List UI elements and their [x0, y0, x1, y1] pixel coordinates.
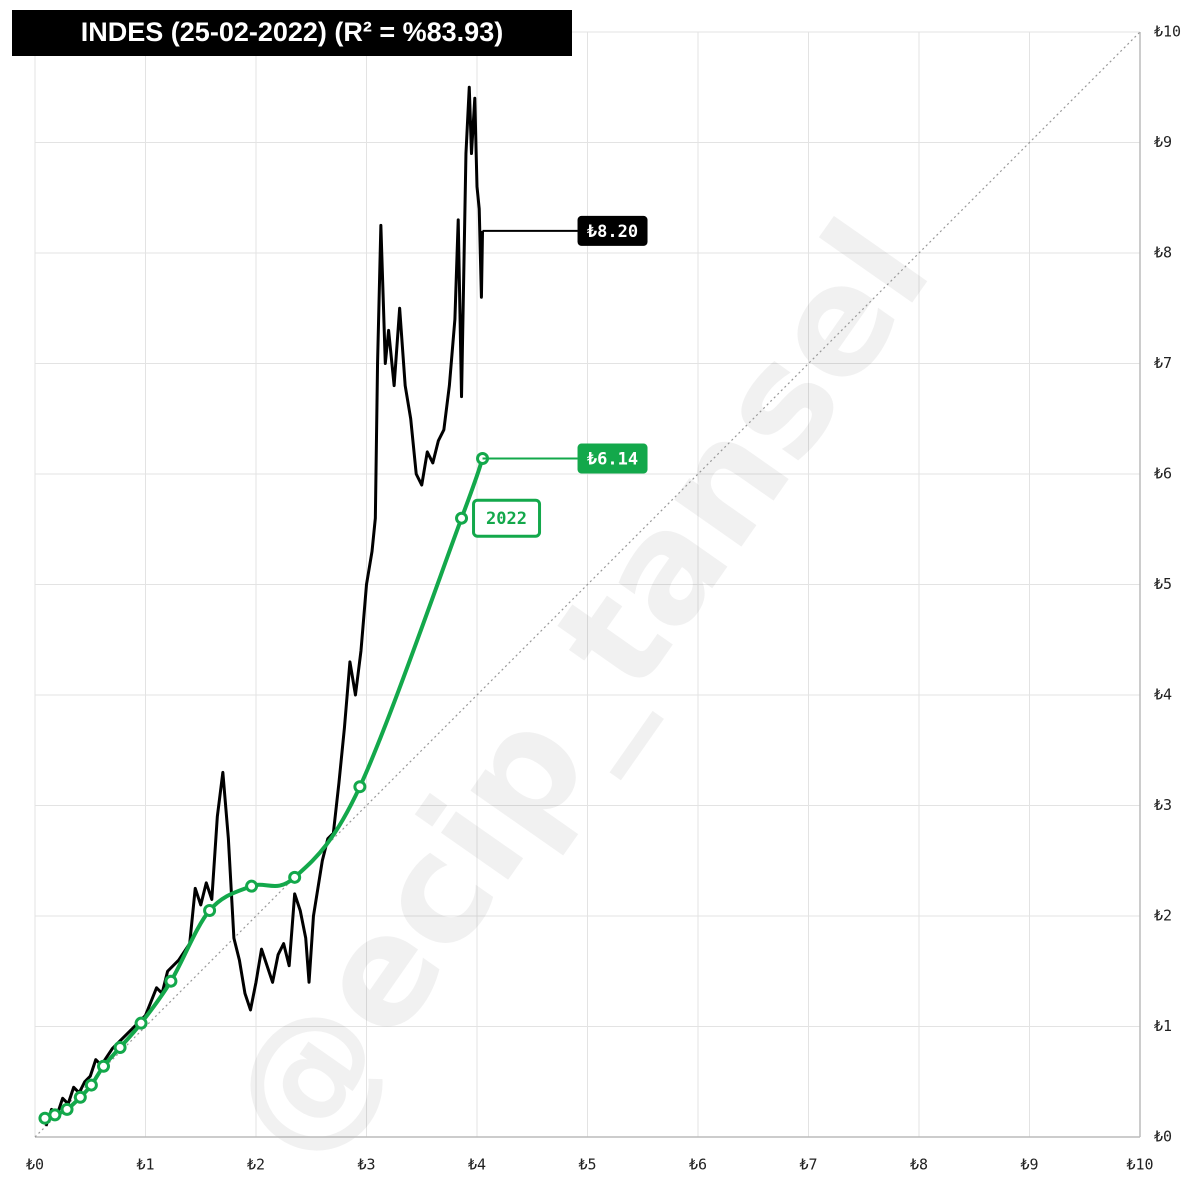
annotation-box	[577, 215, 648, 246]
point-marker	[134, 1016, 148, 1030]
point-marker	[245, 879, 259, 893]
point-marker	[455, 511, 469, 525]
x-tick-label: ₺0	[26, 1156, 44, 1174]
annotation-box	[472, 498, 542, 538]
x-tick-label: ₺3	[357, 1156, 375, 1174]
y-tick-label: ₺9	[1154, 133, 1172, 151]
y-tick-label: ₺1	[1154, 1017, 1172, 1035]
x-tick-label: ₺2	[247, 1156, 265, 1174]
point-marker	[84, 1078, 98, 1092]
point-marker	[73, 1090, 87, 1104]
x-tick-label: ₺8	[910, 1156, 928, 1174]
x-tick-label: ₺7	[799, 1156, 817, 1174]
annotation-label: ₺6.14	[587, 450, 638, 470]
x-tick-label: ₺5	[578, 1156, 596, 1174]
chart-title: INDES (25-02-2022) (R² = %83.93)	[81, 17, 503, 47]
x-tick-label: ₺9	[1020, 1156, 1038, 1174]
point-marker	[113, 1040, 127, 1054]
x-tick-label: ₺10	[1126, 1156, 1153, 1174]
point-marker	[288, 870, 302, 884]
y-tick-label: ₺5	[1154, 575, 1172, 593]
y-tick-label: ₺10	[1154, 23, 1181, 41]
point-marker	[353, 780, 367, 794]
point-marker	[164, 974, 178, 988]
point-marker	[203, 903, 217, 917]
watermark: @ecip_tansel	[192, 192, 964, 1190]
annotation-box	[577, 443, 648, 474]
series-line	[44, 457, 485, 1121]
reference-diagonal	[34, 31, 1141, 1138]
x-tick-label: ₺1	[136, 1156, 154, 1174]
point-marker	[48, 1108, 62, 1122]
y-tick-label: ₺2	[1154, 907, 1172, 925]
x-tick-label: ₺6	[689, 1156, 707, 1174]
y-tick-label: ₺4	[1154, 686, 1172, 704]
y-tick-label: ₺8	[1154, 244, 1172, 262]
title-box	[12, 10, 572, 56]
y-tick-label: ₺0	[1154, 1128, 1172, 1146]
y-tick-label: ₺6	[1154, 465, 1172, 483]
x-tick-label: ₺4	[468, 1156, 486, 1174]
point-marker	[97, 1059, 111, 1073]
y-tick-label: ₺7	[1154, 354, 1172, 372]
y-tick-label: ₺3	[1154, 796, 1172, 814]
point-marker	[60, 1102, 74, 1116]
annotation-label: 2022	[486, 509, 527, 529]
annotation-label: ₺8.20	[587, 222, 638, 242]
